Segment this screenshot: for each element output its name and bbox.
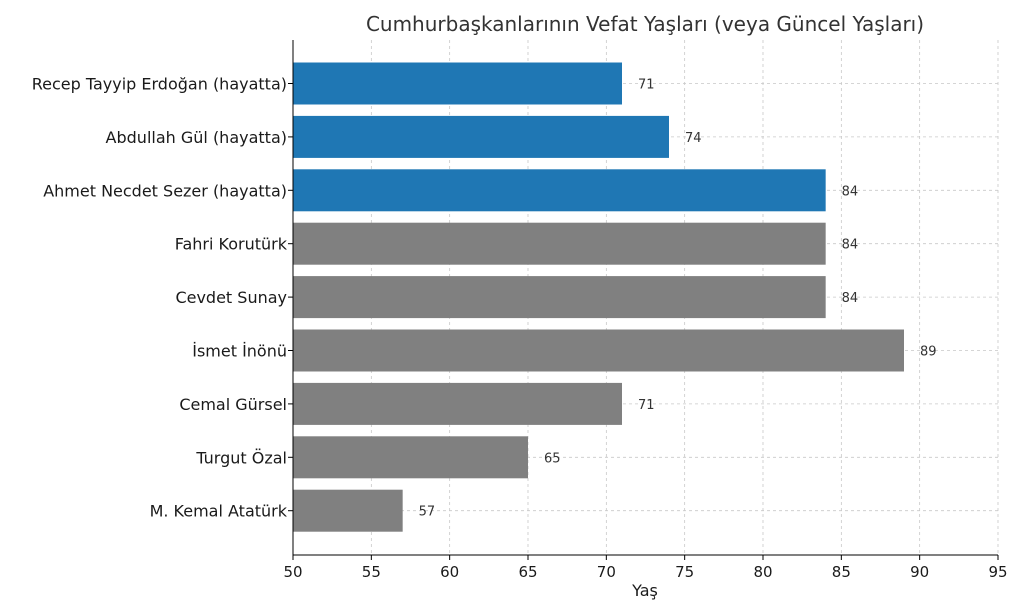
x-tick-label: 65 (518, 563, 537, 581)
x-tick-label: 85 (832, 563, 851, 581)
bar-value-label: 57 (419, 505, 436, 520)
bar-value-label: 74 (685, 131, 702, 146)
x-tick-label: 70 (597, 563, 616, 581)
x-tick-label: 60 (440, 563, 459, 581)
bar-value-label: 89 (920, 345, 937, 360)
x-tick-label: 90 (910, 563, 929, 581)
bar-value-label: 84 (842, 238, 859, 253)
bar (293, 489, 403, 532)
y-tick-label: Cevdet Sunay (175, 288, 287, 307)
y-tick-label: Cemal Gürsel (179, 395, 287, 414)
labels-layer: 71 Recep Tayyip Erdoğan (hayatta) 74 Abdull… (32, 75, 1008, 582)
bars-layer (293, 62, 904, 532)
bar (293, 115, 669, 158)
bar-value-label: 65 (544, 451, 561, 466)
bar (293, 169, 826, 212)
y-tick-label: Fahri Korutürk (175, 235, 288, 254)
bar (293, 62, 622, 105)
x-tick-label: 75 (675, 563, 694, 581)
y-tick-label: Turgut Özal (195, 448, 287, 467)
bar-value-label: 84 (842, 291, 859, 306)
y-tick-label: Ahmet Necdet Sezer (hayatta) (43, 181, 287, 200)
bar (293, 222, 826, 265)
bar (293, 329, 904, 372)
y-tick-label: Recep Tayyip Erdoğan (hayatta) (32, 75, 287, 94)
bar-value-label: 84 (842, 184, 859, 199)
bar-value-label: 71 (638, 78, 655, 93)
y-tick-label: İsmet İnönü (192, 342, 287, 361)
x-tick-label: 50 (283, 563, 302, 581)
y-tick-label: Abdullah Gül (hayatta) (106, 128, 287, 147)
axes-layer (288, 40, 999, 560)
bar (293, 276, 826, 319)
x-tick-label: 80 (753, 563, 772, 581)
x-tick-label: 95 (988, 563, 1007, 581)
chart-title: Cumhurbaşkanlarının Vefat Yaşları (veya … (366, 12, 924, 36)
bar-value-label: 71 (638, 398, 655, 413)
x-axis-label: Yaş (631, 581, 658, 600)
bar (293, 382, 622, 425)
y-tick-label: M. Kemal Atatürk (150, 502, 288, 521)
bar (293, 436, 528, 479)
x-tick-label: 55 (362, 563, 381, 581)
